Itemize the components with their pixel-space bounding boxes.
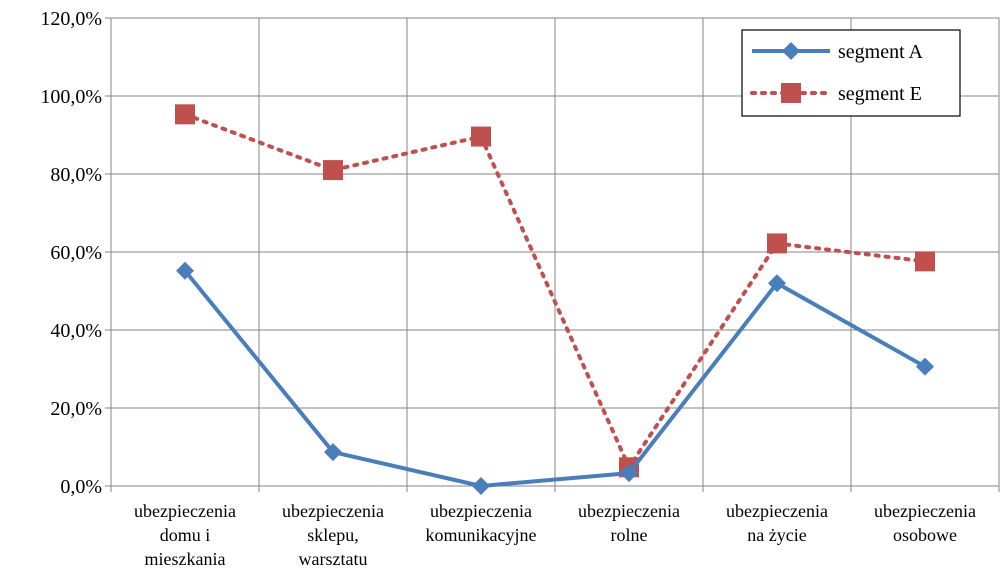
y-tick-label: 120,0%	[40, 8, 102, 30]
data-point-segment-a	[324, 443, 342, 462]
data-point-segment-a	[176, 261, 194, 280]
y-axis-ticks: 0,0% 20,0% 40,0% 60,0% 80,0% 100,0% 120,0%	[40, 8, 111, 498]
x-category-label-line: ubezpieczenia	[726, 501, 828, 521]
series-layer	[175, 104, 935, 495]
x-category-label-line: mieszkania	[145, 549, 226, 569]
x-category-label: ubezpieczenia na życie	[726, 501, 828, 545]
legend-label-segment-e: segment E	[838, 83, 922, 105]
y-tick-label: 80,0%	[50, 164, 102, 186]
series-line-segment-e	[183, 112, 927, 470]
x-category-label-line: ubezpieczenia	[134, 501, 236, 521]
data-point-segment-a	[620, 464, 638, 483]
x-category-label-line: rolne	[611, 525, 648, 545]
data-point-segment-a	[768, 274, 786, 293]
x-category-label-line: domu i	[160, 525, 211, 545]
legend-marker-segment-a	[782, 42, 800, 60]
x-category-label-line: ubezpieczenia	[430, 501, 532, 521]
x-category-label-line: na życie	[747, 525, 806, 545]
x-category-label-line: warsztatu	[299, 549, 368, 569]
x-category-label-line: osobowe	[893, 525, 957, 545]
data-point-segment-a	[916, 357, 934, 376]
data-point-segment-e	[471, 126, 491, 147]
data-point-segment-e	[175, 104, 195, 125]
x-category-label: ubezpieczenia rolne	[578, 501, 680, 545]
x-category-label: ubezpieczenia komunikacyjne	[426, 501, 537, 545]
legend-box	[741, 29, 961, 117]
data-point-segment-a	[472, 477, 490, 495]
x-category-label-line: ubezpieczenia	[282, 501, 384, 521]
y-tick-label: 40,0%	[50, 320, 102, 342]
x-category-label-line: sklepu,	[307, 525, 359, 545]
x-category-label: ubezpieczenia osobowe	[874, 501, 976, 545]
legend-marker-segment-e	[781, 83, 801, 103]
data-point-segment-e	[915, 251, 935, 272]
x-category-label-line: ubezpieczenia	[578, 501, 680, 521]
legend-label-segment-a: segment A	[838, 41, 924, 63]
data-point-segment-e	[767, 233, 787, 254]
x-category-label: ubezpieczenia domu i mieszkania	[134, 501, 236, 569]
y-tick-label: 60,0%	[50, 242, 102, 264]
x-category-label: ubezpieczenia sklepu, warsztatu	[282, 501, 384, 569]
x-axis-categories: ubezpieczenia domu i mieszkaniaubezpieczen…	[110, 486, 1000, 569]
x-category-label-line: komunikacyjne	[426, 525, 537, 545]
y-tick-label: 100,0%	[40, 86, 102, 108]
series-line-segment-a	[183, 269, 926, 488]
x-category-label-line: ubezpieczenia	[874, 501, 976, 521]
data-point-segment-e	[323, 160, 343, 181]
y-tick-label: 0,0%	[60, 476, 102, 498]
legend: segment A segment E	[741, 29, 961, 117]
y-tick-label: 20,0%	[50, 398, 102, 420]
